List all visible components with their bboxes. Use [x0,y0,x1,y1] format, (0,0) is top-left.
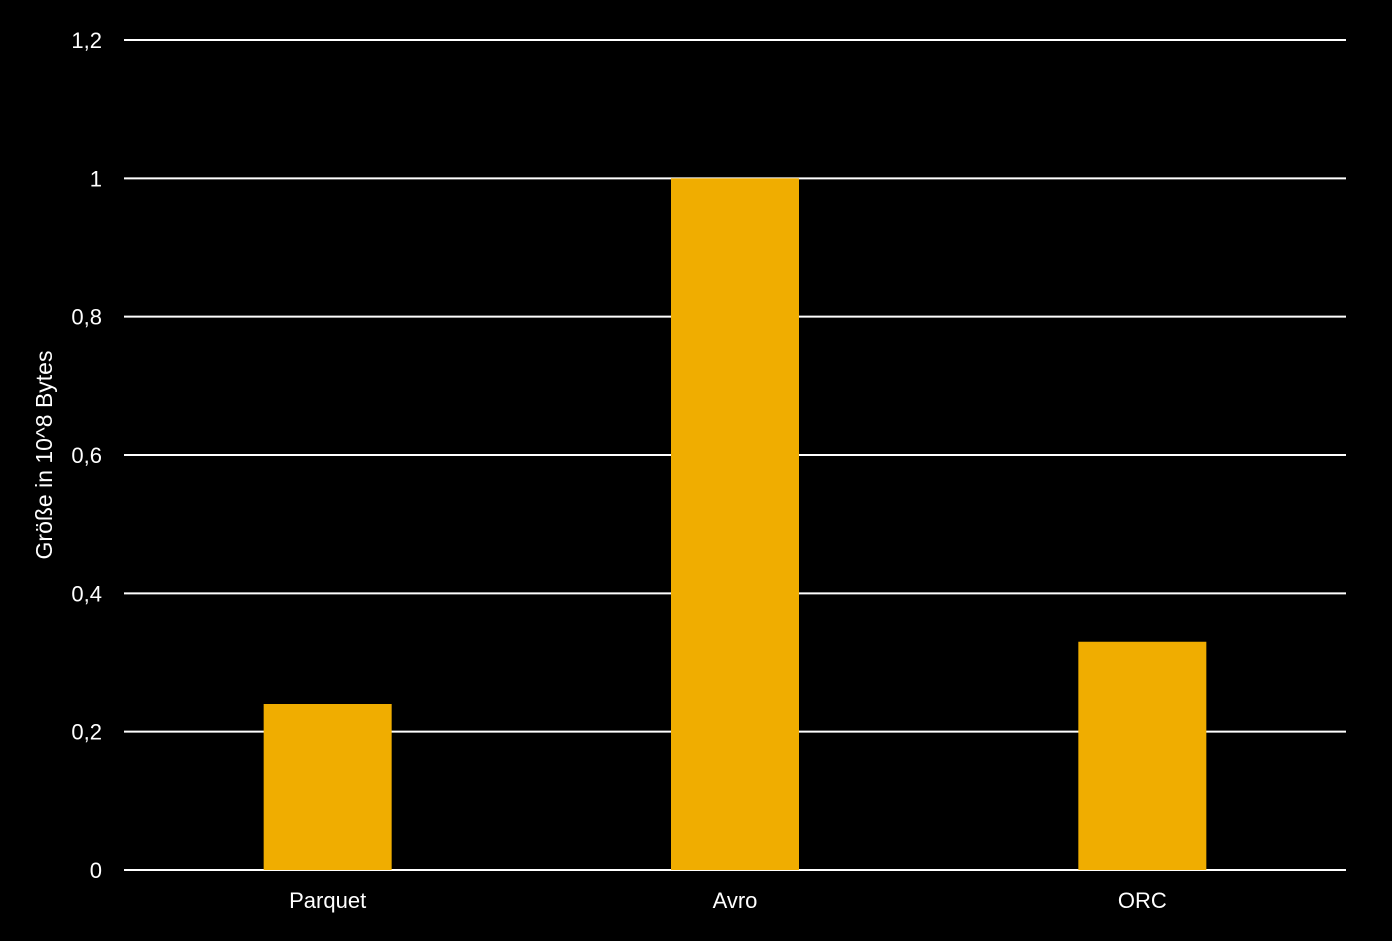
y-tick-label: 0,4 [71,581,102,606]
y-axis-title: Größe in 10^8 Bytes [31,351,57,560]
y-tick-label: 0,6 [71,443,102,468]
y-tick-label: 1 [90,166,102,191]
y-tick-label: 0 [90,858,102,883]
x-category-label: ORC [1118,888,1167,913]
bar-avro [671,178,799,871]
bar-orc [1078,641,1207,870]
y-tick-label: 0,2 [71,720,102,745]
bar-parquet [263,704,392,870]
x-category-label: Avro [713,888,758,913]
x-category-label: Parquet [289,888,366,913]
x-axis-categories: Parquet Avro ORC [289,888,1167,913]
y-axis-ticks: 0 0,2 0,4 0,6 0,8 1 1,2 [71,28,102,883]
y-tick-label: 0,8 [71,305,102,330]
bars [263,178,1207,871]
y-tick-label: 1,2 [71,28,102,53]
